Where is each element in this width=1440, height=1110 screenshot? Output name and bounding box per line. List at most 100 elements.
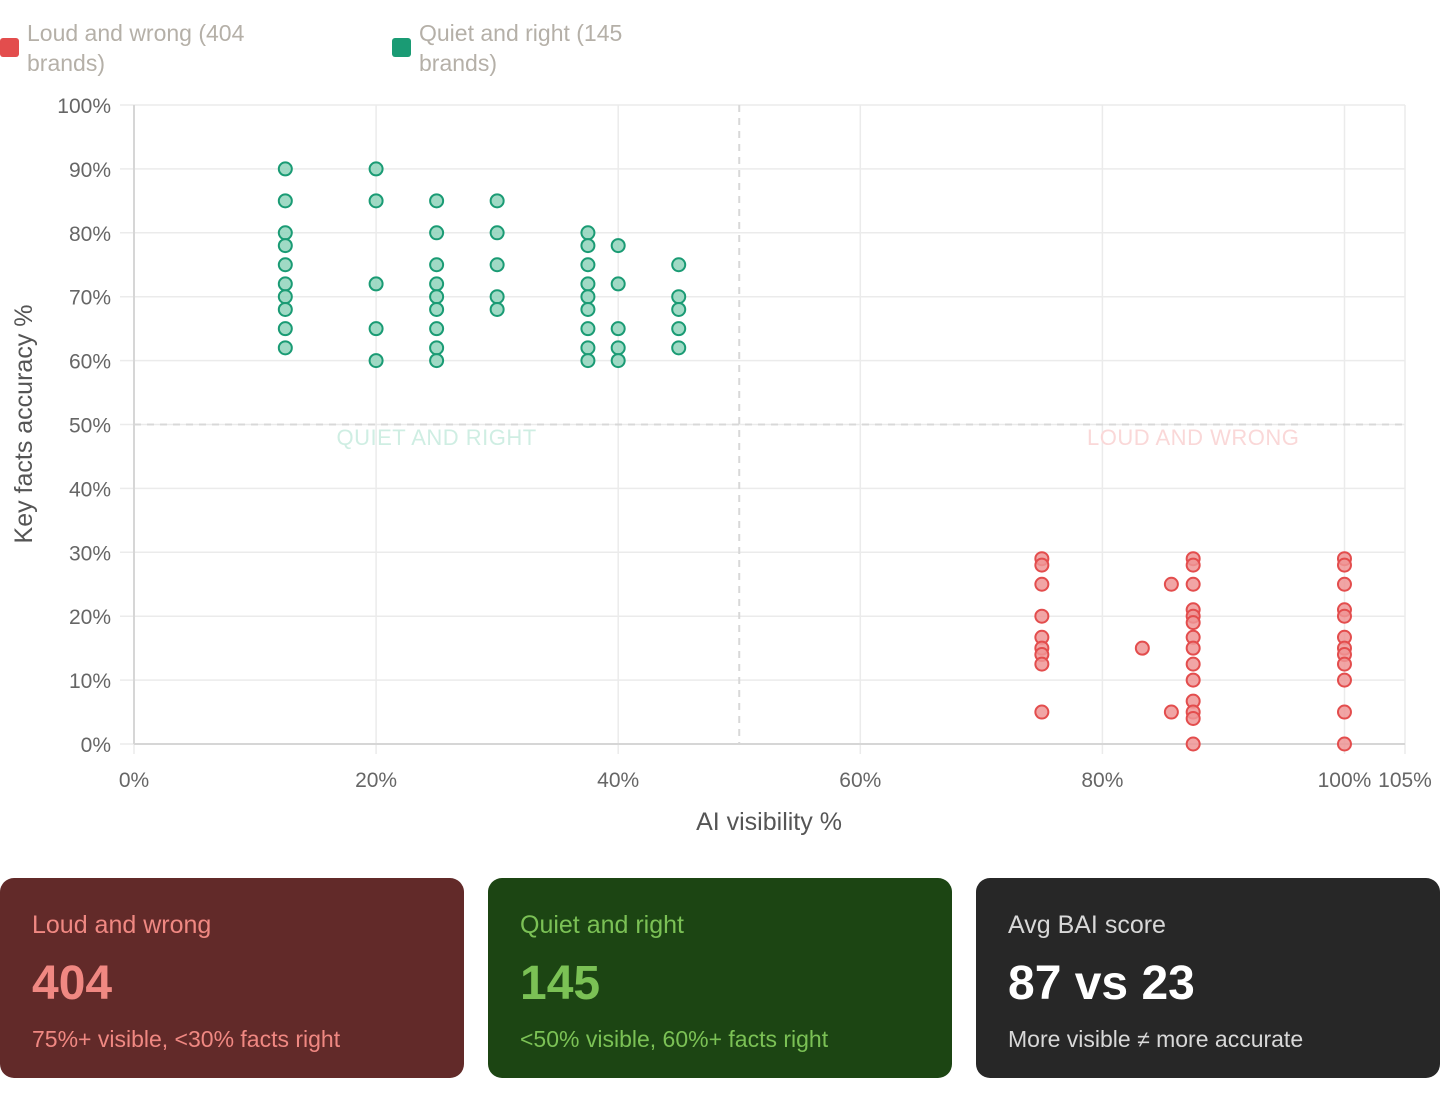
data-point <box>429 353 445 369</box>
data-point <box>580 257 596 273</box>
data-point <box>610 276 626 292</box>
y-tick-label: 40% <box>69 478 111 501</box>
data-point <box>580 340 596 356</box>
reference-lines <box>134 105 1405 744</box>
summary-cards: Loud and wrong 404 75%+ visible, <30% fa… <box>0 878 1440 1078</box>
y-tick-label: 50% <box>69 415 111 438</box>
data-point <box>429 193 445 209</box>
data-point <box>580 238 596 254</box>
data-point <box>1185 615 1201 631</box>
scatter-chart: QUIET AND RIGHT LOUD AND WRONG 0% 10% 20% 30… <box>10 95 1432 836</box>
y-axis-label: Key facts accuracy % <box>10 305 38 544</box>
x-tick-label: 105% <box>1378 769 1432 792</box>
y-tick-label: 0% <box>81 734 111 757</box>
quadrant-label: LOUD AND WRONG <box>1087 425 1299 450</box>
data-point <box>277 225 293 241</box>
card-loud-and-wrong: Loud and wrong 404 75%+ visible, <30% fa… <box>0 878 464 1078</box>
data-point <box>429 276 445 292</box>
data-point <box>277 161 293 177</box>
series-loud-and-wrong <box>1034 551 1352 752</box>
data-point <box>368 353 384 369</box>
data-point <box>610 238 626 254</box>
data-point <box>277 257 293 273</box>
data-point <box>277 238 293 254</box>
data-point <box>671 340 687 356</box>
data-point <box>610 340 626 356</box>
data-point <box>671 301 687 317</box>
y-tick-label: 20% <box>69 606 111 629</box>
data-point <box>277 193 293 209</box>
x-tick-label: 60% <box>839 769 881 792</box>
x-tick-label: 100% <box>1318 769 1372 792</box>
axes: 0% 10% 20% 30% 40% 50% 60% 70% 80% 90% 100% 0% 20% 40… <box>57 95 1432 792</box>
card-value: 145 <box>520 957 601 1010</box>
x-axis-label: AI visibility % <box>696 808 842 836</box>
data-point <box>489 225 505 241</box>
y-tick-label: 80% <box>69 223 111 246</box>
data-point <box>429 340 445 356</box>
y-tick-label: 10% <box>69 670 111 693</box>
data-point <box>368 276 384 292</box>
data-point <box>429 257 445 273</box>
data-point <box>489 301 505 317</box>
card-value: 404 <box>32 957 113 1010</box>
data-point <box>580 353 596 369</box>
legend-item-loud-and-wrong[interactable]: Loud and wrong (404 brands) <box>0 18 297 78</box>
data-point <box>489 257 505 273</box>
card-subtitle: More visible ≠ more accurate <box>1008 1026 1304 1052</box>
legend-swatch-green <box>392 38 411 57</box>
card-label: Avg BAI score <box>1008 911 1166 939</box>
data-point <box>580 225 596 241</box>
quadrant-label: QUIET AND RIGHT <box>337 425 537 450</box>
card-value: 87 vs 23 <box>1008 957 1195 1010</box>
data-point <box>1034 704 1050 720</box>
series-quiet-and-right <box>277 161 687 369</box>
card-subtitle: <50% visible, 60%+ facts right <box>520 1026 829 1052</box>
legend-label: Loud and wrong (404 brands) <box>27 20 245 76</box>
data-point <box>1185 672 1201 688</box>
data-points <box>277 161 1352 752</box>
data-point <box>671 321 687 337</box>
data-point <box>580 321 596 337</box>
data-point <box>1034 656 1050 672</box>
data-point <box>277 276 293 292</box>
data-point <box>1185 736 1201 752</box>
data-point <box>1034 608 1050 624</box>
data-point <box>671 257 687 273</box>
y-tick-label: 90% <box>69 159 111 182</box>
data-point <box>610 353 626 369</box>
x-tick-label: 40% <box>597 769 639 792</box>
data-point <box>1336 704 1352 720</box>
legend-swatch-red <box>0 38 19 57</box>
y-tick-label: 30% <box>69 542 111 565</box>
data-point <box>1034 576 1050 592</box>
data-point <box>1185 710 1201 726</box>
data-point <box>1034 557 1050 573</box>
data-point <box>580 276 596 292</box>
data-point <box>429 301 445 317</box>
data-point <box>277 301 293 317</box>
card-subtitle: 75%+ visible, <30% facts right <box>32 1026 341 1052</box>
y-tick-label: 100% <box>57 95 111 118</box>
data-point <box>1336 557 1352 573</box>
data-point <box>1163 704 1179 720</box>
x-tick-label: 20% <box>355 769 397 792</box>
data-point <box>1185 656 1201 672</box>
data-point <box>1336 736 1352 752</box>
data-point <box>1134 640 1150 656</box>
data-point <box>1336 576 1352 592</box>
legend-item-quiet-and-right[interactable]: Quiet and right (145 brands) <box>392 18 689 78</box>
card-label: Loud and wrong <box>32 911 212 939</box>
data-point <box>429 289 445 305</box>
data-point <box>368 193 384 209</box>
data-point <box>1336 656 1352 672</box>
y-tick-label: 60% <box>69 351 111 374</box>
data-point <box>1185 576 1201 592</box>
data-point <box>671 289 687 305</box>
quadrant-labels: QUIET AND RIGHT LOUD AND WRONG <box>337 425 1299 450</box>
data-point <box>1336 672 1352 688</box>
data-point <box>1336 608 1352 624</box>
legend-label: Quiet and right (145 brands) <box>419 20 623 76</box>
data-point <box>277 340 293 356</box>
data-point <box>429 225 445 241</box>
